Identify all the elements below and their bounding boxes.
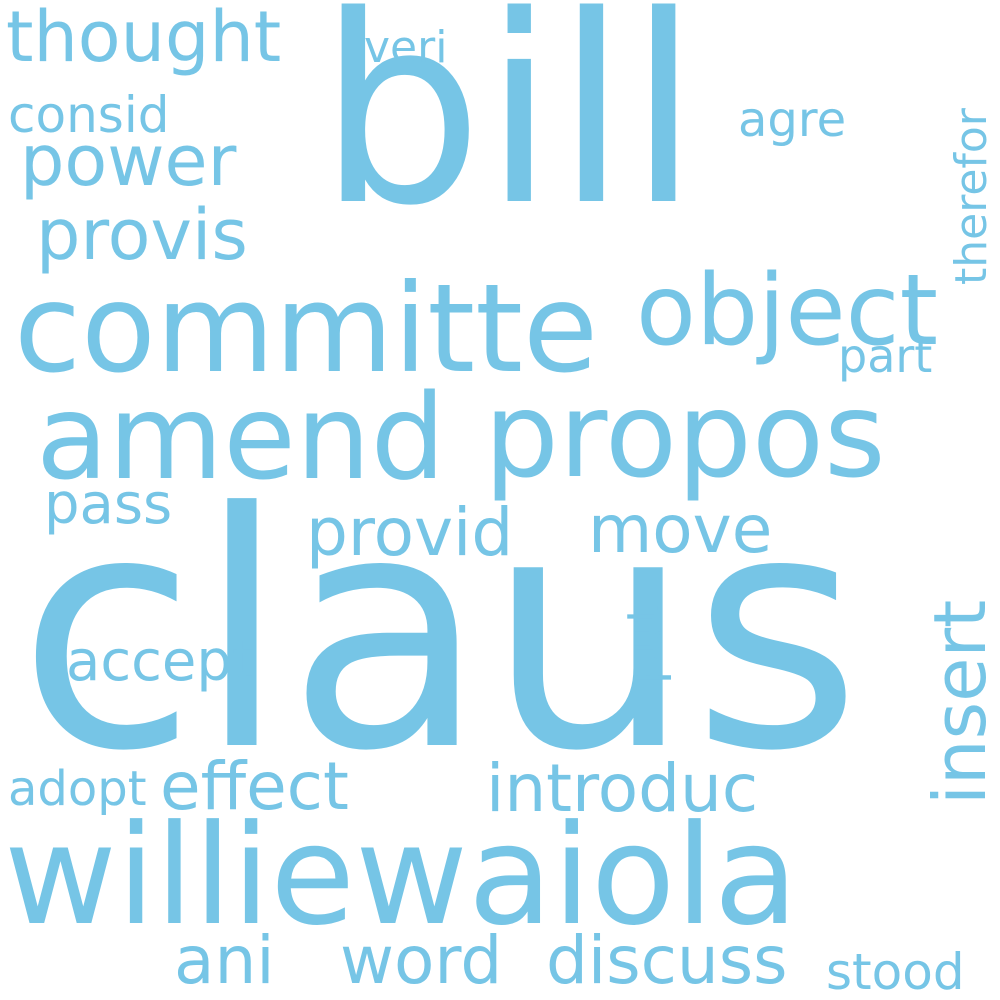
word-adopt: adopt [8, 761, 147, 817]
word-object: object [636, 254, 938, 368]
word-williewaiola: williewaiola [4, 795, 799, 956]
word-ani: ani [174, 922, 275, 999]
word-power: power [20, 120, 237, 202]
word-introduc: introduc [486, 750, 759, 827]
word-thought: thought [6, 0, 282, 78]
word-put: put [617, 604, 673, 684]
word-therefor: therefor [946, 108, 997, 285]
word-part: part [838, 329, 933, 383]
word-word: word [340, 922, 503, 999]
word-provid: provid [306, 494, 514, 571]
word-effect: effect [160, 748, 349, 825]
word-accept: accept [66, 629, 254, 694]
word-bill: bill [318, 0, 700, 263]
word-agre: agre [738, 92, 847, 148]
word-consid: consid [8, 86, 170, 144]
word-amend: amend [36, 368, 446, 506]
word-provis: provis [36, 194, 248, 276]
word-move: move [588, 491, 773, 568]
word-stood: stood [826, 943, 965, 1000]
word-veri: veri [364, 22, 448, 73]
word-claus: claus [18, 443, 862, 822]
word-committe: committe [14, 258, 599, 400]
word-insert: insert [918, 599, 1000, 805]
word-propos: propos [484, 366, 886, 504]
word-discuss: discuss [546, 922, 788, 999]
word-pass: pass [44, 472, 173, 537]
